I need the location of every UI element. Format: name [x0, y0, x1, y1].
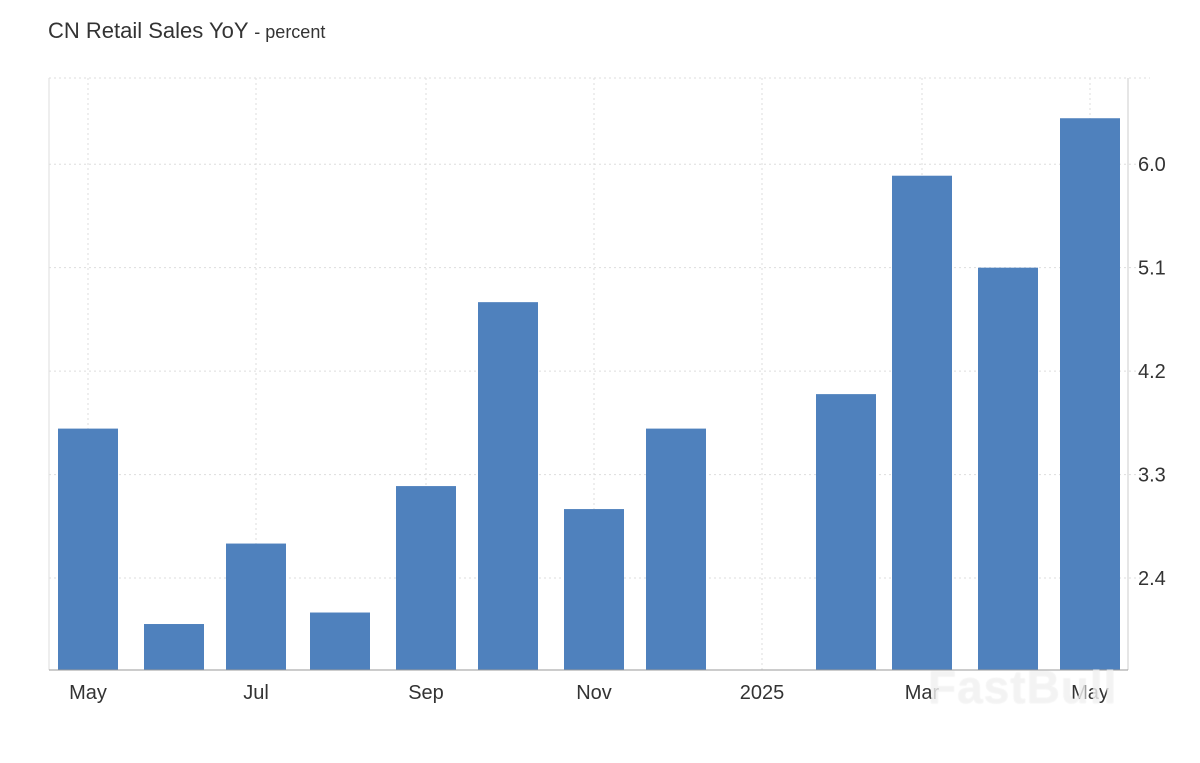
chart-title: CN Retail Sales YoY - percent — [48, 18, 325, 44]
bar — [58, 428, 118, 670]
x-tick-label: 2025 — [740, 682, 785, 704]
x-tick-label: Sep — [408, 682, 444, 704]
y-tick-label: 6.0 — [1138, 154, 1166, 176]
bar — [310, 612, 370, 670]
x-tick-label: May — [69, 682, 107, 704]
bar — [892, 175, 952, 670]
bar — [396, 486, 456, 670]
watermark-logo: FastBull — [928, 661, 1118, 713]
y-tick-label: 2.4 — [1138, 568, 1166, 590]
bar — [144, 624, 204, 670]
x-tick-label: May — [1071, 682, 1109, 704]
y-tick-label: 3.3 — [1138, 465, 1166, 487]
bar — [646, 428, 706, 670]
chart-title-text: CN Retail Sales YoY — [48, 18, 249, 43]
bar — [226, 543, 286, 670]
y-tick-label: 5.1 — [1138, 258, 1166, 280]
bar — [978, 267, 1038, 670]
bar — [478, 302, 538, 670]
x-tick-label: Mar — [905, 682, 940, 704]
y-tick-label: 4.2 — [1138, 361, 1166, 383]
bar — [1060, 118, 1120, 670]
bar — [816, 394, 876, 670]
x-tick-label: Jul — [243, 682, 269, 704]
chart-subtitle: - percent — [254, 22, 326, 42]
bar — [564, 509, 624, 670]
x-tick-label: Nov — [576, 682, 612, 704]
